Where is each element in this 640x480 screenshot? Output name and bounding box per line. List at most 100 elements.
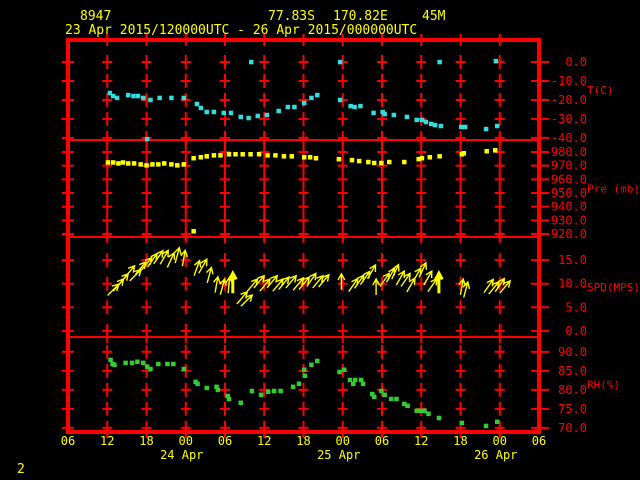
temperature-point — [125, 92, 131, 98]
plot-frame — [66, 38, 541, 434]
humidity-point — [249, 388, 255, 394]
temperature-outlier-point — [437, 59, 442, 65]
axis-title-wind_speed: SPD(MPS) — [587, 281, 640, 294]
temperature-point — [194, 101, 200, 107]
pressure-point — [161, 161, 167, 166]
y-tick-label: 75.0 — [558, 402, 587, 416]
humidity-point — [347, 377, 353, 383]
wind-arrow — [306, 272, 317, 287]
humidity-point — [141, 360, 146, 366]
x-tick-label: 06 — [375, 434, 389, 448]
pressure-point — [169, 162, 174, 167]
humidity-point — [108, 357, 113, 363]
temperature-point — [228, 110, 234, 116]
pressure-point — [110, 160, 116, 165]
temperature-point — [107, 90, 113, 96]
x-tick-label: 00 — [179, 434, 193, 448]
humidity-point — [123, 360, 128, 366]
humidity-point — [181, 366, 187, 372]
pressure-point — [386, 159, 392, 165]
humidity-point — [148, 366, 153, 372]
wind-arrow — [292, 276, 305, 291]
temperature-point — [423, 119, 429, 125]
humidity-point — [165, 361, 170, 367]
pressure-point — [492, 148, 498, 153]
pressure-point — [289, 154, 295, 159]
temperature-point — [414, 117, 419, 123]
pressure-point — [240, 152, 245, 157]
humidity-point — [402, 401, 407, 407]
temperature-point — [255, 113, 261, 119]
y-tick-label: 940.0 — [551, 200, 587, 214]
humidity-point — [394, 396, 399, 402]
pressure-point — [336, 156, 342, 162]
temperature-point — [148, 97, 153, 103]
pressure-point — [226, 152, 232, 157]
pressure-point — [416, 156, 421, 162]
y-tick-label: 930.0 — [551, 213, 587, 227]
wind-arrow — [198, 258, 208, 274]
temperature-outlier-point — [493, 58, 499, 64]
x-tick-label: 00 — [336, 434, 350, 448]
humidity-point — [351, 381, 356, 387]
temperature-point — [315, 92, 320, 98]
pressure-point — [105, 160, 111, 165]
wind-arrow — [180, 248, 189, 267]
wind-arrow — [434, 270, 444, 294]
temperature-point — [404, 114, 410, 120]
station-id: 8947 — [80, 9, 112, 24]
humidity-point — [195, 381, 200, 387]
pressure-point — [138, 162, 143, 167]
x-tick-label: 00 — [493, 434, 507, 448]
wind-arrow — [173, 246, 182, 264]
y-tick-label: 85.0 — [558, 364, 587, 378]
pressure-point — [256, 152, 262, 157]
page-number: 2 — [17, 462, 25, 477]
temperature-outlier-point — [144, 136, 150, 142]
wind-arrow — [253, 274, 266, 289]
humidity-point — [225, 393, 230, 399]
y-tick-label: 15.0 — [558, 253, 587, 267]
temperature-point — [141, 95, 146, 101]
time-range-label: 23 Apr 2015/120000UTC - 26 Apr 2015/0000… — [65, 23, 418, 38]
pressure-point — [371, 160, 377, 166]
temperature-point — [358, 103, 363, 109]
wind-arrow — [123, 264, 136, 279]
humidity-point — [226, 396, 232, 402]
humidity-point — [215, 387, 221, 393]
pressure-point — [402, 159, 407, 165]
humidity-point — [405, 403, 410, 409]
humidity-point — [238, 400, 243, 406]
temperature-point — [462, 124, 468, 130]
temperature-point — [292, 104, 297, 110]
temperature-point — [211, 109, 217, 115]
pressure-point — [461, 151, 467, 156]
humidity-point — [296, 381, 302, 387]
humidity-point — [156, 361, 161, 367]
pressure-point — [211, 153, 217, 158]
y-tick-label: -10.0 — [551, 74, 587, 88]
y-tick-label: -30.0 — [551, 112, 587, 126]
temperature-point — [382, 111, 387, 117]
y-tick-label: 970.0 — [551, 159, 587, 173]
temperature-outlier-point — [248, 59, 254, 65]
pressure-point — [204, 154, 209, 159]
pressure-point — [181, 162, 187, 167]
temperature-point — [419, 117, 425, 123]
wind-arrow — [246, 277, 259, 292]
wind-arrow — [240, 293, 254, 307]
wind-arrow — [366, 263, 377, 280]
temperature-point — [371, 110, 376, 116]
axis-title-humidity: RH(%) — [587, 379, 620, 392]
date-label: 24 Apr — [160, 448, 203, 462]
temperature-point — [114, 95, 120, 101]
humidity-point — [459, 420, 465, 426]
wind-arrow — [423, 269, 433, 286]
y-tick-label: 920.0 — [551, 227, 587, 241]
axis-title-pressure: Pre (mb) — [587, 183, 640, 196]
wind-arrow — [372, 277, 381, 295]
wind-arrow — [391, 263, 400, 280]
humidity-point — [379, 388, 384, 394]
pressure-point — [198, 155, 204, 160]
pressure-point — [379, 160, 384, 166]
